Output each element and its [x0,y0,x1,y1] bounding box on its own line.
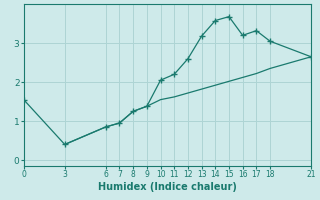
X-axis label: Humidex (Indice chaleur): Humidex (Indice chaleur) [98,182,237,192]
